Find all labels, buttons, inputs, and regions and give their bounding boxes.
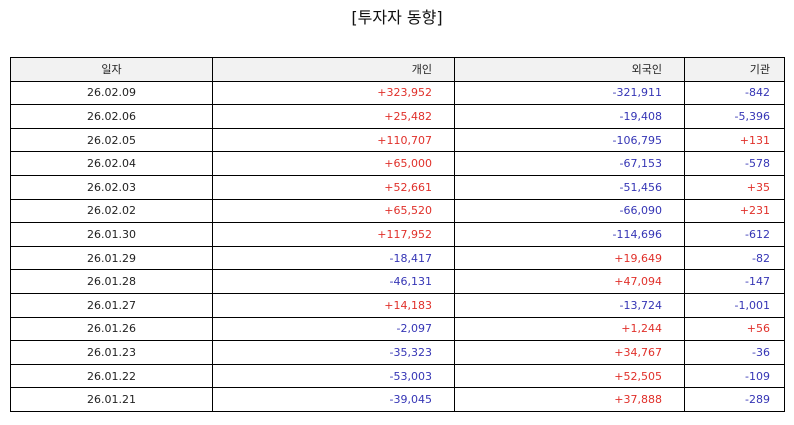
cell-individual: -2,097 (212, 316, 455, 342)
cell-individual: -35,323 (212, 340, 455, 365)
cell-institution: -36 (684, 340, 785, 365)
header-individual: 개인 (212, 57, 455, 82)
cell-individual: +117,952 (212, 222, 455, 247)
cell-institution: -1,001 (684, 292, 785, 318)
cell-institution: -82 (684, 245, 785, 271)
table-row: 26.01.30 +117,952 -114,696 -612 (10, 222, 785, 247)
cell-individual: +52,661 (212, 174, 455, 200)
cell-foreign: -66,090 (454, 198, 685, 224)
table-row: 26.01.26 -2,097 +1,244 +56 (10, 316, 785, 342)
header-date: 일자 (10, 57, 213, 82)
table-row: 26.02.05 +110,707 -106,795 +131 (10, 127, 785, 153)
table-row: 26.02.09 +323,952 -321,911 -842 (10, 80, 785, 106)
table-row: 26.02.04 +65,000 -67,153 -578 (10, 151, 785, 176)
table-row: 26.01.27 +14,183 -13,724 -1,001 (10, 292, 785, 318)
cell-individual: +25,482 (212, 104, 455, 129)
table-row: 26.01.28 -46,131 +47,094 -147 (10, 269, 785, 294)
cell-foreign: +47,094 (454, 269, 685, 294)
cell-institution: -5,396 (684, 104, 785, 129)
cell-institution: -842 (684, 80, 785, 106)
cell-institution: -289 (684, 387, 785, 412)
cell-date: 26.02.09 (10, 80, 213, 106)
cell-institution: +35 (684, 174, 785, 200)
cell-foreign: -19,408 (454, 104, 685, 129)
cell-institution: +56 (684, 316, 785, 342)
cell-foreign: -106,795 (454, 127, 685, 153)
table-row: 26.01.21 -39,045 +37,888 -289 (10, 387, 785, 412)
cell-institution: -109 (684, 363, 785, 389)
cell-individual: -53,003 (212, 363, 455, 389)
cell-date: 26.02.04 (10, 151, 213, 176)
cell-date: 26.02.03 (10, 174, 213, 200)
table-header-row: 일자 개인 외국인 기관 (10, 57, 785, 82)
cell-individual: -39,045 (212, 387, 455, 412)
cell-date: 26.01.28 (10, 269, 213, 294)
cell-institution: -578 (684, 151, 785, 176)
table-row: 26.01.22 -53,003 +52,505 -109 (10, 363, 785, 389)
table-row: 26.01.29 -18,417 +19,649 -82 (10, 245, 785, 271)
cell-foreign: -67,153 (454, 151, 685, 176)
cell-foreign: -13,724 (454, 292, 685, 318)
cell-individual: +323,952 (212, 80, 455, 106)
cell-date: 26.02.06 (10, 104, 213, 129)
cell-foreign: +37,888 (454, 387, 685, 412)
cell-individual: +65,520 (212, 198, 455, 224)
cell-institution: -147 (684, 269, 785, 294)
table-row: 26.02.03 +52,661 -51,456 +35 (10, 174, 785, 200)
cell-institution: -612 (684, 222, 785, 247)
table-row: 26.02.02 +65,520 -66,090 +231 (10, 198, 785, 224)
header-foreign: 외국인 (454, 57, 685, 82)
cell-date: 26.01.23 (10, 340, 213, 365)
cell-foreign: +1,244 (454, 316, 685, 342)
investor-trend-table: 일자 개인 외국인 기관 26.02.09 +323,952 -321,911 -84… (10, 57, 785, 412)
cell-date: 26.01.26 (10, 316, 213, 342)
cell-individual: -18,417 (212, 245, 455, 271)
cell-date: 26.02.02 (10, 198, 213, 224)
cell-individual: +110,707 (212, 127, 455, 153)
cell-date: 26.02.05 (10, 127, 213, 153)
table-row: 26.01.23 -35,323 +34,767 -36 (10, 340, 785, 365)
cell-foreign: +19,649 (454, 245, 685, 271)
cell-institution: +131 (684, 127, 785, 153)
cell-individual: -46,131 (212, 269, 455, 294)
header-institution: 기관 (684, 57, 785, 82)
table-row: 26.02.06 +25,482 -19,408 -5,396 (10, 104, 785, 129)
page-title: [투자자 동향] (351, 8, 443, 27)
cell-date: 26.01.21 (10, 387, 213, 412)
cell-date: 26.01.30 (10, 222, 213, 247)
cell-foreign: +52,505 (454, 363, 685, 389)
cell-date: 26.01.29 (10, 245, 213, 271)
cell-foreign: -321,911 (454, 80, 685, 106)
cell-individual: +14,183 (212, 292, 455, 318)
cell-date: 26.01.27 (10, 292, 213, 318)
cell-institution: +231 (684, 198, 785, 224)
cell-foreign: -51,456 (454, 174, 685, 200)
cell-date: 26.01.22 (10, 363, 213, 389)
cell-foreign: +34,767 (454, 340, 685, 365)
cell-individual: +65,000 (212, 151, 455, 176)
cell-foreign: -114,696 (454, 222, 685, 247)
